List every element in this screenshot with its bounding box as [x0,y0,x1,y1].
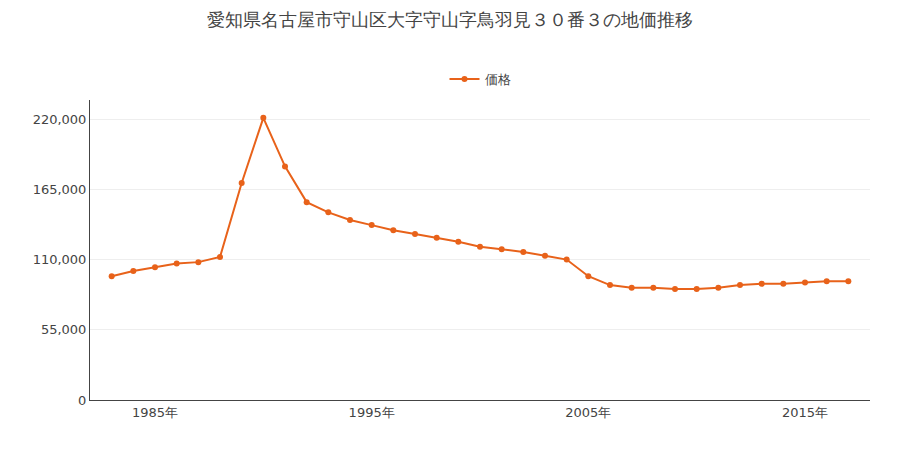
svg-text:55,000: 55,000 [41,322,87,337]
svg-text:220,000: 220,000 [33,112,87,127]
svg-text:1985年: 1985年 [132,405,178,420]
svg-text:愛知県名古屋市守山区大字守山字鳥羽見３０番３の地価推移: 愛知県名古屋市守山区大字守山字鳥羽見３０番３の地価推移 [207,9,693,30]
svg-text:110,000: 110,000 [33,252,87,267]
svg-text:165,000: 165,000 [33,182,87,197]
svg-text:2015年: 2015年 [782,405,828,420]
svg-text:1995年: 1995年 [349,405,395,420]
svg-text:0: 0 [78,393,86,408]
svg-text:2005年: 2005年 [565,405,611,420]
svg-text:価格: 価格 [485,72,511,87]
